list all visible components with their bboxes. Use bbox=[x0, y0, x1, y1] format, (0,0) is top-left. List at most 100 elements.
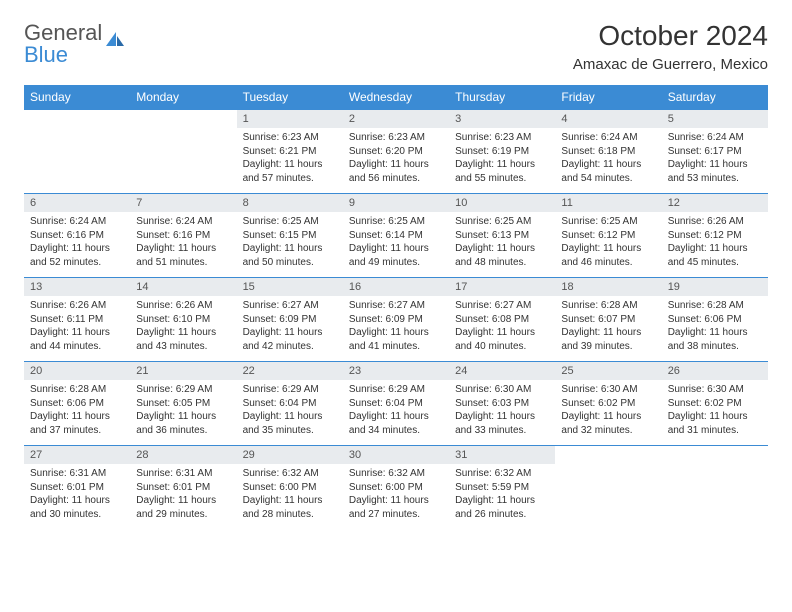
day-details: Sunrise: 6:30 AMSunset: 6:02 PMDaylight:… bbox=[662, 380, 768, 441]
day-detail-line: Sunset: 6:18 PM bbox=[561, 145, 655, 159]
day-details: Sunrise: 6:24 AMSunset: 6:17 PMDaylight:… bbox=[662, 128, 768, 189]
day-detail-line: Sunset: 6:16 PM bbox=[30, 229, 124, 243]
day-detail-line: and 29 minutes. bbox=[136, 508, 230, 522]
day-detail-line: Daylight: 11 hours bbox=[561, 242, 655, 256]
day-detail-line: Sunrise: 6:29 AM bbox=[243, 383, 337, 397]
day-detail-line: Daylight: 11 hours bbox=[30, 326, 124, 340]
day-number: 26 bbox=[662, 362, 768, 380]
day-details: Sunrise: 6:28 AMSunset: 6:06 PMDaylight:… bbox=[662, 296, 768, 357]
location-label: Amaxac de Guerrero, Mexico bbox=[573, 56, 768, 73]
weekday-header: Monday bbox=[130, 85, 236, 110]
day-detail-line: Sunrise: 6:23 AM bbox=[243, 131, 337, 145]
day-details: Sunrise: 6:25 AMSunset: 6:13 PMDaylight:… bbox=[449, 212, 555, 273]
day-detail-line: Sunrise: 6:25 AM bbox=[561, 215, 655, 229]
day-detail-line: Sunrise: 6:28 AM bbox=[668, 299, 762, 313]
day-detail-line: Sunrise: 6:29 AM bbox=[349, 383, 443, 397]
day-detail-line: Daylight: 11 hours bbox=[136, 410, 230, 424]
calendar-day-cell: 21Sunrise: 6:29 AMSunset: 6:05 PMDayligh… bbox=[130, 362, 236, 446]
day-detail-line: and 51 minutes. bbox=[136, 256, 230, 270]
day-detail-line: Daylight: 11 hours bbox=[349, 326, 443, 340]
day-detail-line: Sunrise: 6:25 AM bbox=[243, 215, 337, 229]
day-detail-line: Daylight: 11 hours bbox=[30, 242, 124, 256]
day-detail-line: Sunset: 6:20 PM bbox=[349, 145, 443, 159]
day-detail-line: Daylight: 11 hours bbox=[243, 494, 337, 508]
calendar-day-cell: 25Sunrise: 6:30 AMSunset: 6:02 PMDayligh… bbox=[555, 362, 661, 446]
day-details: Sunrise: 6:24 AMSunset: 6:16 PMDaylight:… bbox=[130, 212, 236, 273]
calendar-day-cell: 1Sunrise: 6:23 AMSunset: 6:21 PMDaylight… bbox=[237, 110, 343, 194]
day-detail-line: Sunset: 6:17 PM bbox=[668, 145, 762, 159]
day-detail-line: Daylight: 11 hours bbox=[455, 326, 549, 340]
day-detail-line: Daylight: 11 hours bbox=[668, 326, 762, 340]
day-detail-line: Sunset: 6:11 PM bbox=[30, 313, 124, 327]
day-detail-line: and 45 minutes. bbox=[668, 256, 762, 270]
day-detail-line: Sunrise: 6:31 AM bbox=[30, 467, 124, 481]
title-block: October 2024 Amaxac de Guerrero, Mexico bbox=[573, 20, 768, 73]
day-detail-line: and 50 minutes. bbox=[243, 256, 337, 270]
calendar-day-cell: 19Sunrise: 6:28 AMSunset: 6:06 PMDayligh… bbox=[662, 278, 768, 362]
day-detail-line: and 42 minutes. bbox=[243, 340, 337, 354]
day-details: Sunrise: 6:26 AMSunset: 6:10 PMDaylight:… bbox=[130, 296, 236, 357]
calendar-day-cell bbox=[555, 446, 661, 530]
day-detail-line: Daylight: 11 hours bbox=[243, 158, 337, 172]
weekday-header: Friday bbox=[555, 85, 661, 110]
day-details: Sunrise: 6:27 AMSunset: 6:09 PMDaylight:… bbox=[237, 296, 343, 357]
day-detail-line: Daylight: 11 hours bbox=[136, 242, 230, 256]
day-number: 27 bbox=[24, 446, 130, 464]
day-details: Sunrise: 6:25 AMSunset: 6:15 PMDaylight:… bbox=[237, 212, 343, 273]
day-detail-line: Sunrise: 6:26 AM bbox=[668, 215, 762, 229]
day-number: 2 bbox=[343, 110, 449, 128]
day-detail-line: and 32 minutes. bbox=[561, 424, 655, 438]
day-detail-line: and 46 minutes. bbox=[561, 256, 655, 270]
calendar-day-cell: 17Sunrise: 6:27 AMSunset: 6:08 PMDayligh… bbox=[449, 278, 555, 362]
day-number: 20 bbox=[24, 362, 130, 380]
day-number: 17 bbox=[449, 278, 555, 296]
calendar-day-cell bbox=[130, 110, 236, 194]
weekday-header: Sunday bbox=[24, 85, 130, 110]
day-number: 13 bbox=[24, 278, 130, 296]
day-detail-line: Daylight: 11 hours bbox=[30, 494, 124, 508]
day-detail-line: Sunset: 6:07 PM bbox=[561, 313, 655, 327]
day-number: 4 bbox=[555, 110, 661, 128]
day-detail-line: Daylight: 11 hours bbox=[561, 326, 655, 340]
day-number: 9 bbox=[343, 194, 449, 212]
day-detail-line: Sunset: 6:16 PM bbox=[136, 229, 230, 243]
day-number: 22 bbox=[237, 362, 343, 380]
day-detail-line: and 37 minutes. bbox=[30, 424, 124, 438]
day-detail-line: Daylight: 11 hours bbox=[561, 158, 655, 172]
day-detail-line: Sunset: 6:12 PM bbox=[561, 229, 655, 243]
day-detail-line: Sunrise: 6:29 AM bbox=[136, 383, 230, 397]
day-detail-line: Sunset: 6:04 PM bbox=[349, 397, 443, 411]
day-detail-line: Daylight: 11 hours bbox=[349, 242, 443, 256]
day-detail-line: Sunrise: 6:26 AM bbox=[136, 299, 230, 313]
day-detail-line: Sunrise: 6:32 AM bbox=[243, 467, 337, 481]
day-detail-line: and 44 minutes. bbox=[30, 340, 124, 354]
day-detail-line: Sunset: 6:02 PM bbox=[668, 397, 762, 411]
day-number: 19 bbox=[662, 278, 768, 296]
day-details: Sunrise: 6:29 AMSunset: 6:04 PMDaylight:… bbox=[237, 380, 343, 441]
calendar-day-cell: 3Sunrise: 6:23 AMSunset: 6:19 PMDaylight… bbox=[449, 110, 555, 194]
day-detail-line: Sunset: 6:00 PM bbox=[243, 481, 337, 495]
day-detail-line: Daylight: 11 hours bbox=[243, 242, 337, 256]
day-details: Sunrise: 6:25 AMSunset: 6:12 PMDaylight:… bbox=[555, 212, 661, 273]
day-detail-line: Sunrise: 6:26 AM bbox=[30, 299, 124, 313]
day-details: Sunrise: 6:31 AMSunset: 6:01 PMDaylight:… bbox=[24, 464, 130, 525]
calendar-week-row: 6Sunrise: 6:24 AMSunset: 6:16 PMDaylight… bbox=[24, 194, 768, 278]
day-detail-line: Sunset: 6:09 PM bbox=[243, 313, 337, 327]
day-number: 25 bbox=[555, 362, 661, 380]
day-number: 23 bbox=[343, 362, 449, 380]
day-detail-line: Sunset: 6:10 PM bbox=[136, 313, 230, 327]
day-details: Sunrise: 6:26 AMSunset: 6:11 PMDaylight:… bbox=[24, 296, 130, 357]
day-number: 3 bbox=[449, 110, 555, 128]
day-detail-line: Sunset: 5:59 PM bbox=[455, 481, 549, 495]
day-details: Sunrise: 6:23 AMSunset: 6:19 PMDaylight:… bbox=[449, 128, 555, 189]
day-detail-line: and 56 minutes. bbox=[349, 172, 443, 186]
day-detail-line: Sunrise: 6:28 AM bbox=[561, 299, 655, 313]
day-details: Sunrise: 6:26 AMSunset: 6:12 PMDaylight:… bbox=[662, 212, 768, 273]
day-number: 7 bbox=[130, 194, 236, 212]
day-number: 8 bbox=[237, 194, 343, 212]
page-header: GeneralBlue October 2024 Amaxac de Guerr… bbox=[24, 20, 768, 73]
day-detail-line: and 57 minutes. bbox=[243, 172, 337, 186]
day-details: Sunrise: 6:28 AMSunset: 6:06 PMDaylight:… bbox=[24, 380, 130, 441]
calendar-day-cell: 12Sunrise: 6:26 AMSunset: 6:12 PMDayligh… bbox=[662, 194, 768, 278]
calendar-day-cell: 13Sunrise: 6:26 AMSunset: 6:11 PMDayligh… bbox=[24, 278, 130, 362]
